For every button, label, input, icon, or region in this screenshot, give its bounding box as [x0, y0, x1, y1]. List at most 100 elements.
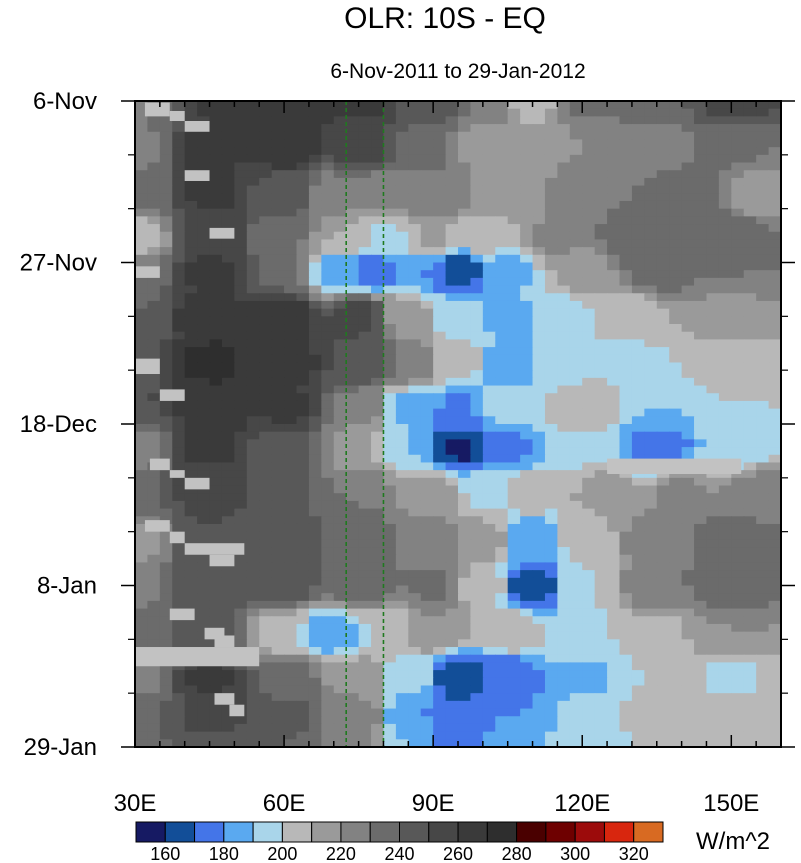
olr-cell — [594, 670, 608, 679]
olr-cell — [135, 623, 149, 633]
olr-cell — [321, 170, 335, 179]
olr-cell — [768, 739, 781, 747]
olr-cell — [569, 347, 583, 356]
olr-cell — [159, 531, 173, 540]
olr-cell — [582, 354, 596, 364]
olr-cell — [544, 516, 558, 525]
olr-cell — [544, 400, 558, 410]
olr-cell — [259, 131, 273, 141]
olr-cell — [743, 239, 757, 248]
olr-cell — [669, 708, 683, 717]
olr-cell — [159, 277, 173, 287]
olr-cell — [408, 577, 422, 587]
olr-cell — [172, 300, 186, 310]
olr-cell — [234, 147, 248, 156]
olr-cell — [197, 662, 211, 671]
olr-cell — [284, 208, 298, 217]
olr-cell — [458, 254, 472, 264]
olr-cell — [358, 185, 372, 194]
olr-cell — [346, 216, 360, 225]
olr-cell — [768, 477, 781, 487]
olr-cell — [756, 600, 770, 610]
olr-cell — [718, 470, 732, 479]
olr-cell — [358, 385, 372, 394]
olr-cell — [569, 300, 583, 310]
olr-cell — [520, 623, 534, 633]
olr-cell — [408, 693, 422, 702]
olr-cell — [694, 354, 708, 364]
olr-cell — [395, 485, 409, 494]
olr-cell — [371, 447, 385, 456]
olr-cell — [246, 147, 260, 156]
olr-cell — [681, 516, 695, 525]
olr-cell — [619, 408, 633, 417]
olr-cell — [681, 470, 695, 479]
olr-cell — [743, 170, 757, 179]
olr-cell — [694, 716, 708, 725]
olr-cell — [557, 647, 571, 656]
olr-cell — [271, 562, 285, 571]
olr-cell — [644, 270, 658, 279]
olr-cell — [495, 231, 509, 241]
olr-cell — [172, 277, 186, 287]
olr-cell — [582, 647, 596, 656]
olr-cell — [246, 477, 260, 487]
olr-cell — [569, 424, 583, 433]
olr-cell — [395, 108, 409, 117]
olr-cell — [197, 639, 211, 648]
olr-cell — [569, 639, 583, 648]
olr-cell — [470, 316, 484, 325]
olr-cell — [532, 224, 546, 233]
olr-cell — [681, 485, 695, 494]
olr-cell — [470, 431, 484, 440]
olr-cell — [694, 154, 708, 164]
olr-cell — [433, 185, 447, 194]
olr-cell — [768, 608, 781, 617]
olr-cell — [656, 685, 670, 694]
olr-cell — [197, 385, 211, 394]
olr-cell — [383, 631, 397, 640]
olr-cell — [569, 416, 583, 425]
olr-cell — [694, 108, 708, 117]
olr-cell — [408, 593, 422, 602]
olr-cell — [358, 262, 372, 271]
olr-cell — [544, 354, 558, 364]
olr-cell — [234, 408, 248, 417]
olr-cell — [644, 723, 658, 733]
olr-cell — [718, 608, 732, 617]
olr-cell — [482, 154, 496, 164]
olr-cell — [420, 739, 434, 747]
olr-cell — [731, 208, 745, 217]
olr-cell — [358, 270, 372, 279]
olr-cell — [135, 462, 149, 471]
olr-cell — [582, 531, 596, 540]
olr-cell — [445, 177, 459, 187]
olr-cell — [532, 685, 546, 694]
olr-cell — [408, 439, 422, 448]
olr-cell — [371, 393, 385, 402]
olr-cell — [656, 239, 670, 248]
olr-cell — [470, 662, 484, 671]
olr-cell — [482, 677, 496, 687]
olr-cell — [619, 547, 633, 556]
olr-cell — [544, 570, 558, 579]
olr-cell — [681, 570, 695, 579]
olr-cell — [731, 385, 745, 394]
olr-cell — [582, 131, 596, 141]
olr-cell — [159, 485, 173, 494]
olr-cell — [135, 247, 149, 256]
olr-cell — [569, 585, 583, 594]
olr-cell — [135, 554, 149, 564]
olr-cell — [756, 216, 770, 225]
olr-cell — [408, 193, 422, 202]
olr-cell — [731, 485, 745, 494]
olr-cell — [321, 570, 335, 579]
olr-cell — [768, 108, 781, 117]
olr-cell — [296, 623, 310, 633]
olr-cell — [743, 277, 757, 287]
olr-cell — [184, 408, 198, 417]
olr-cell — [681, 254, 695, 264]
olr-cell — [184, 700, 198, 710]
olr-cell — [619, 131, 633, 141]
olr-cell — [544, 285, 558, 294]
